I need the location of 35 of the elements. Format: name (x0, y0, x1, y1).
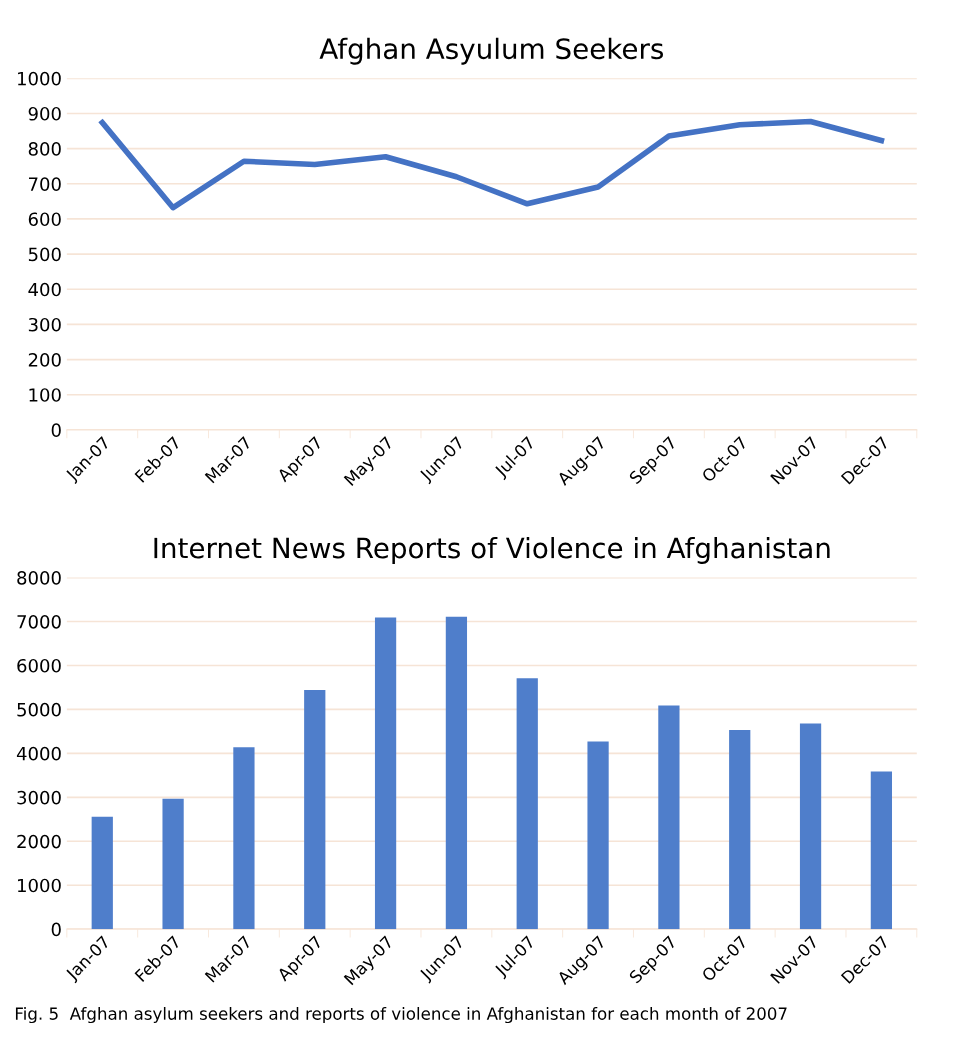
y-tick-label: 5000 (17, 702, 61, 717)
y-tick-label: 1000 (18, 71, 61, 86)
bar (658, 705, 680, 930)
chart-title: Internet News Reports of Violence in Afghanistan (154, 537, 830, 564)
y-tick-label: 100 (29, 388, 61, 402)
bar (304, 690, 326, 930)
bar (91, 816, 113, 930)
y-tick-label: 4000 (16, 746, 61, 761)
y-tick-label: 300 (28, 317, 61, 332)
y-tick-label: 800 (28, 142, 61, 156)
bar (799, 723, 822, 930)
y-tick-label: 400 (28, 282, 61, 297)
bar (870, 771, 893, 930)
bar (729, 730, 751, 930)
chart-title: Afghan Asyulum Seekers (319, 37, 664, 65)
y-tick-label: 2000 (17, 834, 61, 849)
y-tick-label: 7000 (17, 614, 61, 629)
y-tick-label: 500 (28, 247, 61, 262)
y-tick-label: 600 (28, 212, 61, 227)
bar (162, 798, 184, 930)
bar (516, 678, 538, 930)
caption: Fig. 5 Afghan asylum seekers and reports of violence in Afghanistan for each month of 2007 (15, 1006, 787, 1024)
bar (374, 617, 397, 930)
y-tick-label: 900 (28, 106, 61, 121)
bar (587, 741, 609, 930)
bar (445, 616, 468, 930)
y-tick-label: 8000 (17, 571, 61, 585)
y-tick-label: 200 (28, 353, 61, 367)
bar (233, 747, 255, 930)
y-tick-label: 0 (51, 423, 61, 438)
y-tick-label: 700 (29, 177, 61, 191)
y-tick-label: 1000 (18, 878, 61, 893)
y-tick-label: 3000 (17, 790, 61, 805)
y-tick-label: 6000 (17, 658, 61, 673)
y-tick-label: 0 (51, 922, 61, 937)
